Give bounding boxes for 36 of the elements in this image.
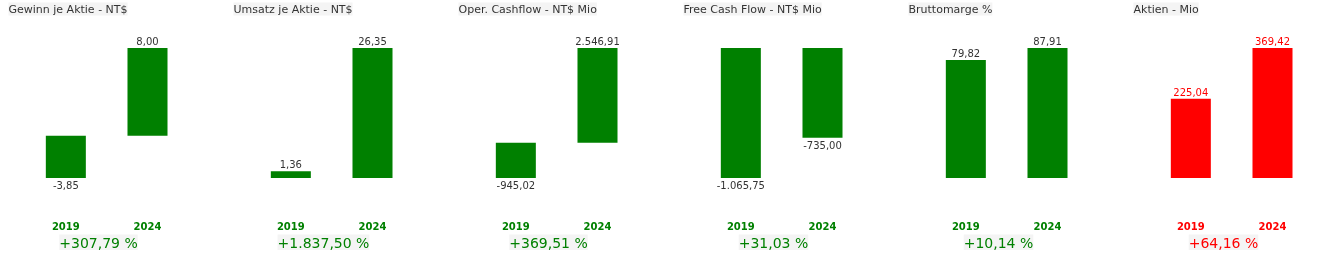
chart-title: Gewinn je Aktie - NT$ bbox=[8, 2, 128, 16]
chart-title: Oper. Cashflow - NT$ Mio bbox=[458, 2, 598, 16]
data-label: -735,00 bbox=[803, 139, 842, 151]
x-tick-label: 2019 bbox=[276, 220, 305, 232]
x-tick-label: 2024 bbox=[1033, 220, 1062, 232]
data-label: -1.065,75 bbox=[716, 180, 765, 191]
text: +307,79 % bbox=[59, 234, 138, 251]
data-label: -3,85 bbox=[52, 180, 79, 191]
data-label: 225,04 bbox=[1173, 86, 1209, 98]
x-tick-label: 2024 bbox=[583, 220, 612, 232]
data-label: 1,36 bbox=[279, 159, 302, 171]
x-tick-label: 2019 bbox=[1176, 220, 1205, 232]
x-tick-label: 2024 bbox=[808, 220, 837, 232]
x-tick-label: 2019 bbox=[951, 220, 980, 232]
data-label: -945,02 bbox=[496, 180, 536, 191]
data-label: 2.546,91 bbox=[575, 36, 620, 47]
data-label: 8,00 bbox=[136, 36, 159, 47]
data-label: 79,82 bbox=[951, 47, 981, 59]
text: +31,03 % bbox=[738, 234, 809, 251]
x-tick-label: 2019 bbox=[51, 220, 80, 232]
text: +64,16 % bbox=[1188, 234, 1259, 251]
chart-title: Aktien - Mio bbox=[1133, 2, 1200, 16]
chart-title: Umsatz je Aktie - NT$ bbox=[233, 2, 353, 16]
x-tick-label: 2024 bbox=[1258, 220, 1287, 232]
x-tick-label: 2024 bbox=[133, 220, 162, 232]
x-tick-label: 2019 bbox=[501, 220, 530, 232]
data-label: 26,35 bbox=[358, 36, 387, 47]
x-tick-label: 2019 bbox=[726, 220, 755, 232]
text: +369,51 % bbox=[509, 234, 588, 251]
text: +1.837,50 % bbox=[277, 234, 370, 251]
data-label: 87,91 bbox=[1033, 36, 1062, 47]
chart-title: Bruttomarge % bbox=[908, 2, 993, 16]
text: +10,14 % bbox=[963, 234, 1034, 251]
data-label: 369,42 bbox=[1255, 36, 1290, 47]
chart-title: Free Cash Flow - NT$ Mio bbox=[683, 2, 823, 16]
x-tick-label: 2024 bbox=[358, 220, 387, 232]
